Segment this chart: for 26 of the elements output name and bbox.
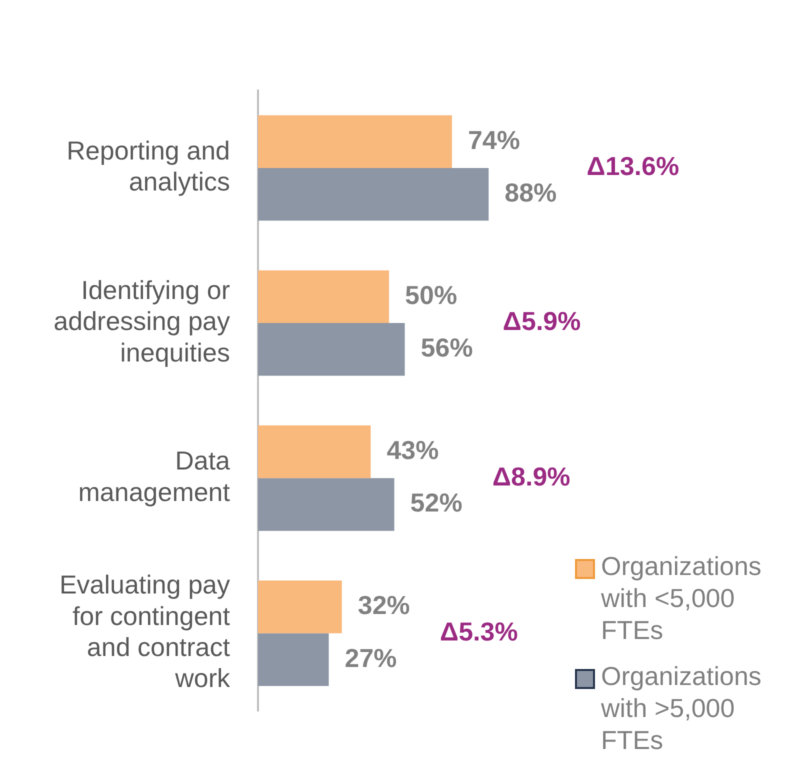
y-tick-label: Reporting and analytics — [66, 136, 230, 197]
bar — [258, 115, 452, 168]
annotation: Δ5.3% — [440, 616, 518, 646]
data-label: 27% — [344, 642, 397, 673]
y-tick-label: Identifying or addressing pay inequities — [54, 275, 230, 368]
legend-label: Organizations with <5,000 FTEs — [601, 550, 762, 646]
text: Δ8.9% — [492, 461, 570, 492]
data-label: 50% — [405, 280, 458, 310]
text: Δ13.6% — [586, 151, 680, 182]
bar — [258, 633, 329, 686]
bar — [258, 580, 342, 634]
bar — [258, 168, 489, 221]
y-tick-label: Evaluating pay for contingent and contract work — [59, 570, 231, 694]
data-label: 74% — [468, 124, 520, 155]
bar — [258, 425, 371, 478]
legend-label: Organizations with >5,000 FTEs — [601, 660, 762, 756]
data-label: 52% — [410, 488, 462, 518]
data-label: 88% — [504, 177, 557, 208]
bar — [258, 478, 394, 531]
text: Δ5.9% — [502, 306, 581, 336]
data-label: 56% — [420, 332, 473, 363]
y-tick-label: Data management — [78, 446, 231, 507]
data-label: 43% — [386, 434, 439, 465]
bar — [258, 323, 405, 376]
data-label: 32% — [358, 590, 410, 620]
bar — [258, 270, 390, 324]
